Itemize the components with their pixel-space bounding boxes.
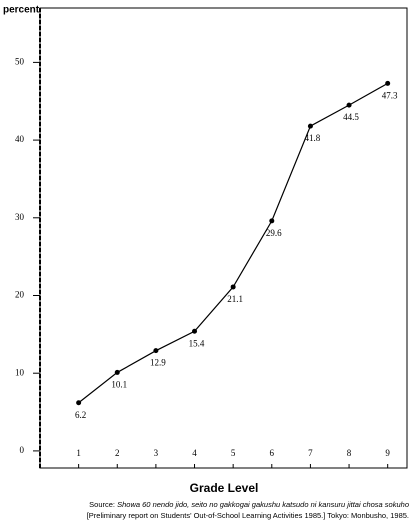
y-tick-label: 30 [15,212,25,222]
x-tick-label: 3 [154,448,159,458]
data-point [114,369,120,375]
data-point [192,328,198,334]
y-tick-label: 50 [15,56,25,66]
source-title: Showa 60 nendo jido, seito no gakkogai g… [117,500,409,509]
x-tick-label: 6 [270,448,275,458]
x-tick-label: 7 [308,448,313,458]
x-tick-label: 1 [76,448,81,458]
data-point [385,80,391,86]
x-axis-label: Grade Level [190,481,259,495]
data-point [269,218,275,224]
data-label: 44.5 [343,112,359,122]
data-label: 12.9 [150,358,166,368]
data-point [230,284,236,290]
y-tick-label: 20 [15,290,25,300]
data-label: 47.3 [382,90,398,100]
data-label: 10.1 [111,379,127,389]
x-tick-label: 2 [115,448,120,458]
x-tick-label: 9 [385,448,390,458]
x-tick-label: 4 [192,448,197,458]
source-line-2: [Preliminary report on Students' Out-of-… [87,511,409,520]
y-tick-label: 10 [15,367,25,377]
y-tick-label: 0 [20,445,25,455]
source-prefix: Source: [89,500,115,509]
data-point [153,348,159,354]
data-label: 15.4 [189,338,205,348]
data-point [346,102,352,108]
y-tick-label: 40 [15,134,25,144]
data-label: 29.6 [266,228,282,238]
data-label: 21.1 [227,294,243,304]
data-label: 6.2 [75,410,86,420]
data-point [76,400,82,406]
data-point [307,123,313,129]
data-label: 41.8 [305,133,321,143]
x-tick-label: 5 [231,448,236,458]
x-tick-label: 8 [347,448,352,458]
source-line-1: Source: Showa 60 nendo jido, seito no ga… [89,500,409,509]
y-axis-label: percent [3,5,40,16]
data-line [78,82,388,404]
plot-frame [39,7,408,469]
